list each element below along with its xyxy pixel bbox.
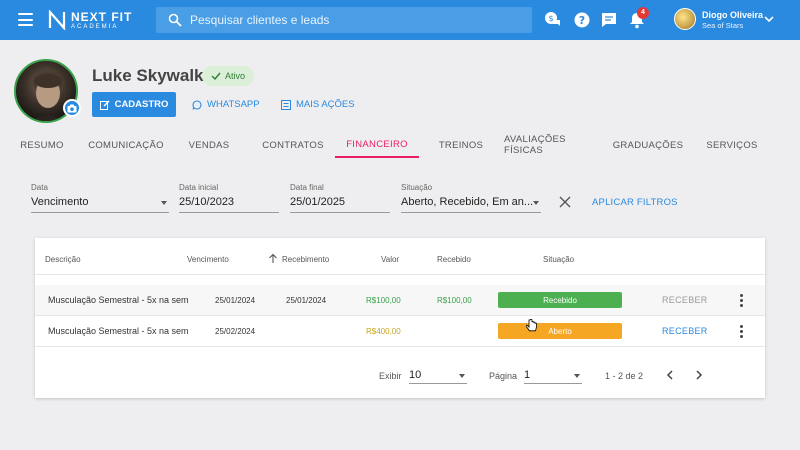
tab-financeiro[interactable]: FINANCEIRO xyxy=(335,132,419,158)
row-vencimento: 25/02/2024 xyxy=(215,326,256,336)
tab-treinos[interactable]: TREINOS xyxy=(438,139,484,151)
pager-range: 1 - 2 de 2 xyxy=(605,371,644,381)
filter-data-inicial-label: Data inicial xyxy=(179,183,219,192)
svg-text:?: ? xyxy=(579,14,585,27)
chevron-left-icon[interactable] xyxy=(665,369,675,381)
profile-photo-portrait xyxy=(31,71,65,121)
filter-data-final-label: Data final xyxy=(290,183,324,192)
profile-photo xyxy=(14,59,78,123)
row-vencimento: 25/01/2024 xyxy=(215,295,256,305)
header-vencimento[interactable]: Vencimento xyxy=(187,255,229,264)
svg-text:$: $ xyxy=(548,14,553,23)
filter-situacao-value: Aberto, Recebido, Em an... xyxy=(401,196,534,208)
page-value: 1 xyxy=(524,369,531,381)
search-box[interactable] xyxy=(156,7,532,33)
more-actions-button-label: MAIS AÇÕES xyxy=(296,99,355,110)
hand-cursor-icon xyxy=(526,319,537,332)
row-recebido: R$100,00 xyxy=(437,295,472,305)
divider xyxy=(35,274,765,275)
caret-down-icon xyxy=(459,374,465,378)
tab-avaliacoes-fisicas[interactable]: AVALIAÇÕES FÍSICAS xyxy=(504,134,566,156)
header-recebido: Recebido xyxy=(437,255,471,264)
divider xyxy=(35,315,765,316)
search-icon xyxy=(168,13,182,27)
brand-logo[interactable]: NEXT FIT ACADEMIA xyxy=(48,9,132,31)
header-recebimento: Recebimento xyxy=(282,255,330,264)
user-avatar[interactable] xyxy=(674,8,696,30)
table-row[interactable]: Musculação Semestral - 5x na sem 25/01/2… xyxy=(35,285,765,315)
status-badge-label: Ativo xyxy=(225,71,246,81)
list-icon xyxy=(281,99,291,110)
pager-exibir-label: Exibir xyxy=(379,371,402,381)
close-icon[interactable] xyxy=(559,196,571,208)
filter-situacao-select[interactable]: Aberto, Recebido, Em an... xyxy=(401,196,541,213)
row-valor: R$100,00 xyxy=(366,295,401,305)
help-icon[interactable]: ? xyxy=(573,11,591,29)
apply-filters-button[interactable]: APLICAR FILTROS xyxy=(592,197,678,208)
chevron-right-icon[interactable] xyxy=(694,369,704,381)
row-descricao: Musculação Semestral - 5x na sem xyxy=(48,326,188,336)
tab-bar: RESUMO COMUNICAÇÃO VENDAS CONTRATOS FINA… xyxy=(0,132,800,158)
whatsapp-icon xyxy=(192,99,202,110)
more-vertical-icon[interactable] xyxy=(740,325,744,339)
user-unit: Sea of Stars xyxy=(702,21,744,30)
notification-badge: 4 xyxy=(637,7,649,19)
edit-icon xyxy=(99,100,110,110)
header-descricao: Descrição xyxy=(45,255,81,264)
search-input[interactable] xyxy=(190,13,510,27)
filter-data-select[interactable]: Vencimento xyxy=(31,196,169,213)
menu-icon[interactable] xyxy=(18,13,33,26)
header-valor: Valor xyxy=(381,255,400,264)
camera-icon xyxy=(67,104,77,112)
filter-data-value: Vencimento xyxy=(31,196,89,208)
chevron-down-icon[interactable] xyxy=(763,14,775,24)
tab-resumo[interactable]: RESUMO xyxy=(20,139,64,151)
page-size-value: 10 xyxy=(409,369,422,381)
filter-data-final-input[interactable]: 25/01/2025 xyxy=(290,196,390,213)
divider xyxy=(35,346,765,347)
page-size-select[interactable]: 10 xyxy=(409,369,467,384)
situacao-badge: Recebido xyxy=(498,292,622,308)
top-bar: NEXT FIT ACADEMIA $ ? 4 Diogo Oliveira S… xyxy=(0,0,800,40)
receber-button[interactable]: RECEBER xyxy=(662,295,708,305)
tab-graduacoes[interactable]: GRADUAÇÕES xyxy=(612,139,684,151)
financial-table: Descrição Vencimento Recebimento Valor R… xyxy=(35,238,765,398)
caret-down-icon xyxy=(161,201,167,205)
row-valor: R$400,00 xyxy=(366,326,401,336)
pager-pagina-label: Página xyxy=(489,371,518,381)
cadastro-button[interactable]: CADASTRO xyxy=(92,92,176,117)
tab-servicos[interactable]: SERVIÇOS xyxy=(706,139,758,151)
check-icon xyxy=(211,72,221,81)
caret-down-icon xyxy=(533,201,539,205)
page-select[interactable]: 1 xyxy=(524,369,582,384)
row-recebimento: 25/01/2024 xyxy=(286,295,327,305)
receber-button[interactable]: RECEBER xyxy=(662,326,708,336)
status-badge: Ativo xyxy=(202,66,255,86)
brand-name: NEXT FIT xyxy=(71,9,133,24)
more-vertical-icon[interactable] xyxy=(740,294,744,308)
brand-subtitle: ACADEMIA xyxy=(71,23,119,30)
more-actions-button[interactable]: MAIS AÇÕES xyxy=(281,92,355,117)
user-name[interactable]: Diogo Oliveira xyxy=(702,10,764,20)
chat-support-icon[interactable]: $ xyxy=(544,11,562,29)
client-name: Luke Skywalker xyxy=(92,66,220,85)
situacao-badge: Aberto xyxy=(498,323,622,339)
filter-situacao-label: Situação xyxy=(401,183,433,192)
tab-comunicacao[interactable]: COMUNICAÇÃO xyxy=(88,139,164,151)
change-photo-button[interactable] xyxy=(63,99,81,117)
cadastro-button-label: CADASTRO xyxy=(114,99,169,110)
brand-mark-icon xyxy=(48,10,66,30)
caret-down-icon xyxy=(574,374,580,378)
tab-contratos[interactable]: CONTRATOS xyxy=(262,139,324,151)
row-descricao: Musculação Semestral - 5x na sem xyxy=(48,295,188,305)
message-icon[interactable] xyxy=(600,11,618,29)
sort-arrow-up-icon[interactable] xyxy=(268,253,278,264)
tab-vendas[interactable]: VENDAS xyxy=(188,139,230,151)
filter-data-label: Data xyxy=(31,183,48,192)
whatsapp-button-label: WHATSAPP xyxy=(207,99,260,110)
filter-data-inicial-input[interactable]: 25/10/2023 xyxy=(179,196,279,213)
whatsapp-button[interactable]: WHATSAPP xyxy=(192,92,260,117)
table-row[interactable]: Musculação Semestral - 5x na sem 25/02/2… xyxy=(35,316,765,346)
header-situacao: Situação xyxy=(543,255,575,264)
